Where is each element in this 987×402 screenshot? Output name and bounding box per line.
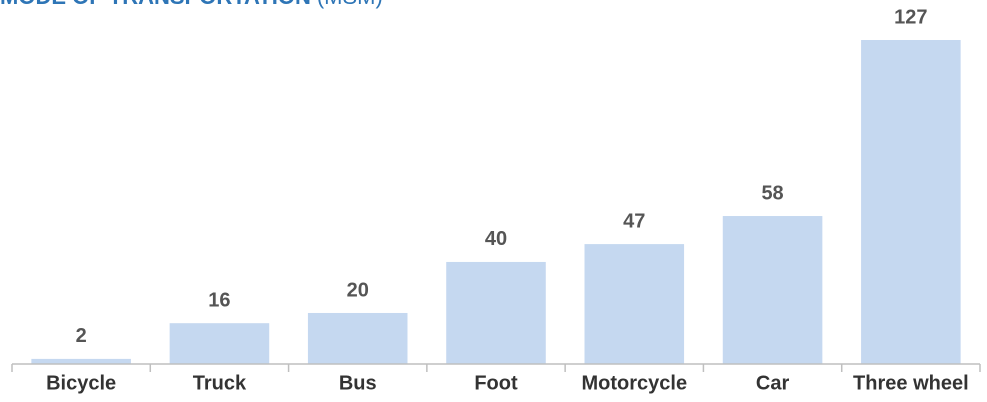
value-label: 20 bbox=[347, 279, 369, 301]
chart-title: MODE OF TRANSPORTATION bbox=[0, 0, 311, 9]
bar bbox=[169, 323, 270, 364]
x-tick-label: Foot bbox=[474, 372, 518, 394]
bar bbox=[722, 216, 823, 364]
value-label: 2 bbox=[76, 325, 87, 347]
bar bbox=[446, 261, 546, 364]
value-label: 16 bbox=[208, 289, 230, 311]
value-label: 40 bbox=[485, 228, 507, 250]
bar bbox=[861, 40, 961, 364]
chart-title-group: MODE OF TRANSPORTATION (MSM) bbox=[0, 0, 383, 9]
x-tick-label: Motorcycle bbox=[581, 372, 687, 394]
x-tick-label: Three wheel bbox=[853, 372, 969, 394]
bar bbox=[307, 312, 408, 364]
bar bbox=[584, 244, 685, 364]
value-label: 47 bbox=[623, 210, 645, 232]
value-label: 58 bbox=[761, 182, 783, 204]
x-tick-label: Truck bbox=[193, 372, 247, 394]
x-tick-label: Car bbox=[756, 372, 790, 394]
x-tick-label: Bus bbox=[339, 372, 377, 394]
bar bbox=[31, 358, 131, 364]
x-tick-label: Bicycle bbox=[46, 372, 116, 394]
value-label: 127 bbox=[894, 6, 927, 28]
chart-title-note: (MSM) bbox=[317, 0, 383, 9]
